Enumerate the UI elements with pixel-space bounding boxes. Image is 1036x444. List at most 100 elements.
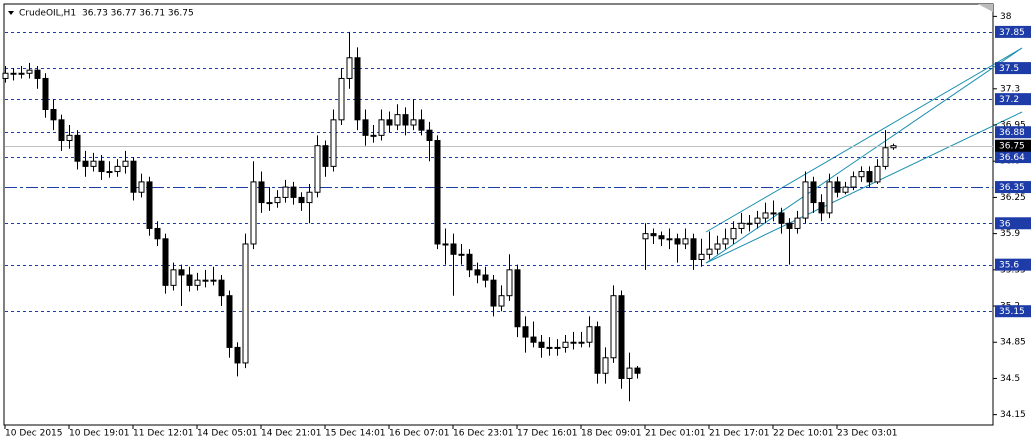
candle-body bbox=[394, 114, 401, 126]
candle-body bbox=[66, 134, 73, 142]
candle-body bbox=[186, 274, 193, 286]
candle-body bbox=[858, 171, 865, 178]
candle-body bbox=[418, 119, 425, 131]
candle-body bbox=[778, 212, 785, 224]
level-label: 36.64 bbox=[999, 153, 1025, 163]
y-tick-label: 34.15 bbox=[1000, 410, 1026, 420]
candle-body bbox=[362, 119, 369, 136]
candle-body bbox=[210, 279, 217, 282]
candle-body bbox=[722, 238, 729, 245]
candle-body bbox=[690, 238, 697, 260]
x-tick-label: 11 Dec 12:01 bbox=[133, 429, 194, 439]
candle-body bbox=[754, 217, 761, 224]
candle-body bbox=[322, 145, 329, 167]
x-tick-label: 15 Dec 14:01 bbox=[325, 429, 386, 439]
candle-body bbox=[146, 181, 153, 229]
candle-body bbox=[266, 202, 273, 205]
candle-body bbox=[498, 295, 505, 307]
level-label: 35.15 bbox=[999, 307, 1025, 317]
y-tick-label: 34.85 bbox=[1000, 338, 1026, 348]
level-box bbox=[995, 25, 1031, 38]
candle-body bbox=[202, 279, 209, 282]
candle-body bbox=[434, 140, 441, 245]
candle-body bbox=[338, 77, 345, 121]
x-tick-label: 22 Dec 10:01 bbox=[773, 429, 834, 439]
candle-body bbox=[18, 72, 25, 75]
x-tick-label: 16 Dec 07:01 bbox=[389, 429, 450, 439]
candle-body bbox=[274, 196, 281, 204]
candle-body bbox=[642, 233, 649, 240]
level-box bbox=[995, 217, 1031, 230]
candle-body bbox=[506, 269, 513, 297]
candle-body bbox=[546, 346, 553, 349]
candle-body bbox=[762, 212, 769, 219]
candle-body bbox=[226, 295, 233, 348]
candle-body bbox=[50, 108, 57, 121]
level-box bbox=[995, 62, 1031, 75]
candle-body bbox=[738, 222, 745, 229]
chart-title: CrudeOIL,H1 bbox=[19, 9, 76, 19]
candle-body bbox=[162, 238, 169, 286]
candle-body bbox=[194, 279, 201, 286]
candle-body bbox=[138, 181, 145, 193]
candle-body bbox=[458, 253, 465, 256]
level-label: 37.2 bbox=[999, 95, 1019, 105]
candle-body bbox=[674, 238, 681, 245]
candle-body bbox=[410, 119, 417, 126]
candle-body bbox=[306, 191, 313, 204]
quote: 36.73 36.77 36.71 36.75 bbox=[82, 9, 194, 19]
candle-body bbox=[242, 243, 249, 364]
candle-body bbox=[58, 119, 65, 142]
menu-arrow[interactable] bbox=[8, 11, 14, 15]
x-tick-label: 10 Dec 2015 bbox=[5, 429, 63, 439]
candle-body bbox=[538, 341, 545, 348]
candle-body bbox=[866, 171, 873, 183]
level-box bbox=[995, 126, 1031, 139]
candle-body bbox=[106, 171, 113, 174]
candle-body bbox=[170, 269, 177, 286]
x-tick-label: 17 Dec 16:01 bbox=[517, 429, 578, 439]
candle-body bbox=[578, 341, 585, 344]
candle-body bbox=[802, 181, 809, 219]
candle-body bbox=[514, 269, 521, 328]
candle-body bbox=[298, 196, 305, 204]
level-label: 36.88 bbox=[999, 128, 1025, 138]
candle-body bbox=[10, 72, 17, 75]
channel-top bbox=[705, 47, 1023, 233]
candle-body bbox=[378, 119, 385, 136]
level-label: 35.6 bbox=[999, 261, 1019, 271]
candle-body bbox=[482, 274, 489, 281]
candle-body bbox=[730, 227, 737, 240]
candle-body bbox=[234, 346, 241, 364]
x-tick-label: 16 Dec 23:01 bbox=[453, 429, 514, 439]
y-tick-label: 35.9 bbox=[1000, 229, 1020, 239]
level-label: 36.35 bbox=[999, 183, 1025, 193]
candle-body bbox=[618, 295, 625, 379]
candle-body bbox=[258, 181, 265, 204]
candle-body bbox=[530, 336, 537, 343]
candle-body bbox=[682, 238, 689, 245]
x-tick-label: 21 Dec 01:01 bbox=[645, 429, 706, 439]
candle-body bbox=[402, 114, 409, 126]
candle-body bbox=[314, 145, 321, 193]
candle-body bbox=[610, 295, 617, 359]
y-tick-label: 34.5 bbox=[1000, 374, 1020, 384]
candle-body bbox=[850, 176, 857, 188]
candle-body bbox=[34, 69, 41, 79]
candle-body bbox=[426, 129, 433, 142]
candle-body bbox=[130, 160, 137, 193]
level-label: 37.5 bbox=[999, 64, 1019, 74]
candle-body bbox=[786, 222, 793, 229]
candle-body bbox=[178, 269, 185, 276]
candle-body bbox=[882, 147, 889, 167]
candle-body bbox=[554, 346, 561, 349]
candle-body bbox=[98, 160, 105, 173]
candle-body bbox=[122, 160, 129, 167]
candle-body bbox=[82, 160, 89, 167]
level-label: 37.85 bbox=[999, 28, 1025, 38]
y-tick-label: 36.95 bbox=[1000, 121, 1026, 131]
candle-body bbox=[90, 160, 97, 167]
plot-frame bbox=[3, 3, 994, 426]
candle-body bbox=[154, 227, 161, 240]
